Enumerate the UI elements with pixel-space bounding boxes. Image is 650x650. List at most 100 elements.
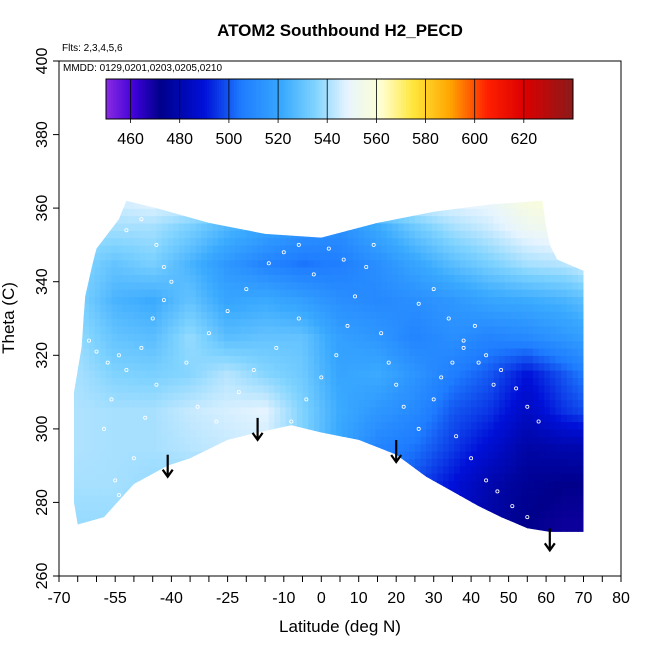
heatmap-cell [572, 465, 579, 474]
heatmap-cell [268, 362, 275, 371]
heatmap-cell [504, 259, 512, 268]
heatmap-cell [521, 274, 528, 283]
heatmap-cell [105, 325, 112, 334]
heatmap-cell [420, 370, 427, 378]
heatmap-cell [465, 200, 472, 202]
heatmap-cell [499, 524, 506, 532]
heatmap-cell [133, 480, 141, 489]
heatmap-cell [235, 340, 242, 349]
heatmap-cell [140, 186, 146, 194]
heatmap-cell [454, 318, 461, 327]
heatmap-cell [291, 502, 298, 511]
heatmap-cell [190, 524, 197, 532]
heatmap-cell [257, 531, 264, 532]
heatmap-cell [589, 201, 595, 209]
heatmap-cell [465, 428, 472, 437]
heatmap-cell [319, 392, 326, 401]
heatmap-cell [499, 222, 506, 231]
heatmap-cell [414, 325, 422, 334]
heatmap-cell [504, 244, 512, 253]
heatmap-cell [122, 377, 129, 386]
heatmap-cell [336, 215, 343, 224]
heatmap-cell [471, 200, 478, 202]
heatmap-cell [533, 274, 540, 283]
colorbar-bin [568, 79, 571, 119]
heatmap-cell [347, 325, 354, 334]
heatmap-cell [167, 200, 174, 209]
heatmap-cell [341, 208, 349, 217]
heatmap-cell [577, 531, 584, 532]
heatmap-cell [89, 487, 96, 496]
heatmap-cell [117, 281, 124, 290]
heatmap-cell [235, 325, 242, 334]
heatmap-cell [330, 230, 337, 239]
heatmap-cell [308, 399, 315, 408]
flight-track-point [304, 397, 309, 402]
heatmap-cell [370, 318, 377, 327]
heatmap-cell [538, 377, 545, 386]
heatmap-cell [89, 458, 96, 467]
heatmap-cell [420, 347, 427, 356]
heatmap-cell [285, 244, 292, 253]
heatmap-cell [280, 414, 287, 423]
heatmap-cell [516, 311, 523, 320]
heatmap-cell [67, 392, 73, 400]
heatmap-cell [386, 281, 393, 290]
heatmap-cell [370, 539, 376, 547]
colorbar-bin [383, 79, 387, 119]
heatmap-cell [74, 215, 79, 224]
heatmap-cell [454, 200, 461, 202]
heatmap-cell [589, 326, 595, 334]
heatmap-cell [443, 465, 450, 474]
heatmap-cell [274, 252, 281, 261]
heatmap-cell [561, 237, 568, 246]
heatmap-cell [106, 186, 112, 194]
heatmap-cell [521, 318, 528, 327]
heatmap-cell [347, 340, 354, 349]
heatmap-cell [178, 406, 186, 415]
heatmap-cell [229, 436, 236, 445]
heatmap-cell [437, 539, 443, 547]
heatmap-cell [173, 428, 180, 437]
heatmap-cell [555, 421, 562, 430]
heatmap-cell [527, 458, 534, 467]
heatmap-cell [533, 539, 539, 547]
heatmap-cell [212, 428, 219, 437]
heatmap-cell [566, 480, 573, 489]
heatmap-cell [386, 421, 393, 430]
heatmap-cell [111, 311, 118, 320]
heatmap-cell [128, 208, 135, 217]
heatmap-cell [111, 465, 118, 474]
heatmap-cell [150, 465, 157, 474]
heatmap-cell [504, 347, 512, 356]
heatmap-cell [482, 303, 489, 312]
heatmap-cell [381, 524, 388, 532]
heatmap-cell [330, 362, 337, 371]
heatmap-cell [296, 244, 304, 253]
heatmap-cell [139, 267, 146, 275]
heatmap-cell [488, 311, 495, 320]
heatmap-cell [336, 289, 343, 298]
heatmap-cell [178, 450, 186, 459]
heatmap-cell [145, 509, 152, 518]
heatmap-cell [67, 399, 73, 407]
heatmap-cell [431, 252, 438, 261]
heatmap-cell [443, 377, 450, 386]
heatmap-cell [190, 244, 197, 253]
heatmap-cell [561, 450, 568, 459]
heatmap-cell [341, 259, 349, 268]
heatmap-cell [246, 252, 253, 261]
heatmap-cell [584, 525, 590, 533]
heatmap-cell [544, 230, 551, 239]
heatmap-cell [185, 539, 191, 547]
heatmap-cell [330, 340, 337, 349]
heatmap-cell [566, 311, 573, 320]
heatmap-cell [162, 237, 169, 246]
heatmap-cell [403, 377, 410, 386]
heatmap-cell [398, 215, 405, 224]
heatmap-cell [122, 274, 129, 283]
heatmap-cell [459, 495, 467, 504]
heatmap-cell [240, 480, 247, 489]
heatmap-cell [589, 392, 595, 400]
heatmap-cell [347, 215, 354, 224]
